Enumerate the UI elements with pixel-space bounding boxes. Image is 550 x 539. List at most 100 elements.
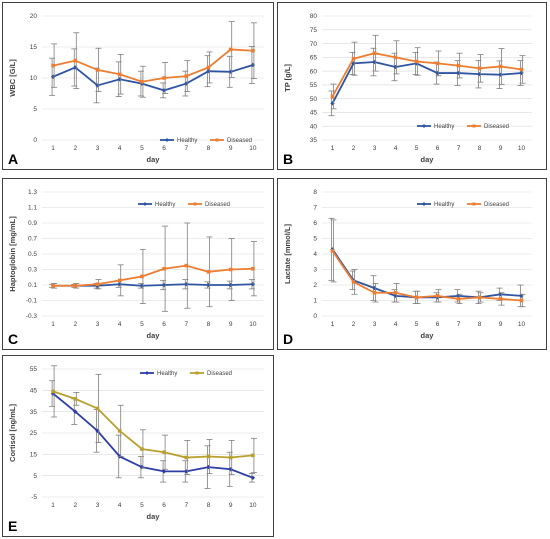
y-axis-label: Haptoglobin [mg/mL]	[8, 216, 17, 292]
panel-a: 0 5 10 15 20 1 2 3 4 5 6 7 8 9 10 day WBC [G/L] Healthy Di…	[2, 2, 274, 170]
data-point	[251, 48, 255, 53]
data-point	[251, 453, 255, 458]
series-line	[52, 392, 254, 479]
data-point	[50, 74, 56, 79]
x-tick-label: 6	[436, 145, 440, 152]
data-point	[250, 62, 256, 68]
y-tick-label: 6	[313, 220, 317, 227]
data-point	[51, 283, 55, 288]
y-tick-label: 0.9	[28, 220, 37, 227]
data-point	[162, 450, 166, 454]
data-point	[206, 282, 211, 288]
data-point	[351, 280, 356, 284]
legend-entry: Diseased	[190, 371, 232, 377]
series-line	[52, 390, 253, 459]
data-point	[456, 63, 461, 68]
x-axis-label: day	[147, 331, 161, 340]
y-tick-label: 80	[310, 13, 318, 20]
y-tick-label: 10	[30, 75, 38, 82]
y-tick-label: 8	[313, 189, 317, 196]
series-line	[331, 52, 522, 97]
panel-letter: C	[8, 331, 18, 347]
data-point	[95, 406, 100, 411]
x-tick-label: 2	[352, 145, 356, 152]
data-point	[372, 59, 377, 65]
data-point	[73, 397, 78, 401]
x-tick-label: 7	[457, 145, 461, 152]
data-point	[140, 447, 144, 451]
y-tick-label: 55	[30, 366, 38, 373]
y-tick-label: 7	[313, 205, 317, 212]
series-diseased	[51, 222, 257, 312]
y-tick-label: 20	[30, 13, 38, 20]
data-point	[117, 429, 122, 433]
legend-marker	[422, 124, 426, 128]
y-axis-label: WBC [G/L]	[8, 59, 17, 97]
x-tick-label: 5	[140, 145, 144, 152]
x-tick-label: 7	[184, 321, 188, 328]
x-tick-label: 8	[478, 145, 482, 152]
x-tick-label: 9	[229, 145, 233, 152]
x-tick-label: 5	[140, 321, 144, 328]
data-point	[519, 67, 524, 72]
data-point	[184, 455, 189, 460]
x-tick-label: 4	[118, 321, 122, 328]
y-tick-label: -5	[31, 494, 37, 501]
x-tick-label: 6	[162, 502, 166, 509]
legend-entry: Diseased	[467, 202, 509, 208]
data-point	[184, 74, 189, 78]
y-axis-label: Cortisol [ng/mL]	[8, 404, 17, 462]
data-point	[250, 475, 256, 480]
y-tick-label: 0.5	[28, 251, 37, 258]
y-tick-label: 0	[33, 137, 37, 144]
y-tick-label: 5	[33, 106, 37, 113]
data-point	[498, 64, 503, 69]
y-tick-label: 0.1	[28, 282, 37, 289]
legend-label: Healthy	[177, 138, 197, 144]
x-tick-label: 1	[51, 502, 55, 509]
panel-border	[277, 2, 547, 170]
panel-border	[277, 178, 547, 350]
data-point	[477, 295, 482, 300]
data-point	[414, 59, 419, 64]
data-point	[206, 454, 211, 459]
legend-entry: Diseased	[210, 138, 252, 144]
data-point	[95, 68, 100, 72]
legend-entry: Healthy	[417, 124, 454, 130]
data-point	[51, 389, 55, 394]
legend-label: Healthy	[434, 202, 454, 208]
legend-label: Diseased	[227, 138, 252, 144]
x-tick-label: 2	[352, 321, 356, 328]
panel-letter: B	[283, 151, 293, 167]
x-tick-label: 3	[373, 321, 377, 328]
legend-marker	[195, 371, 199, 375]
x-axis-label: day	[421, 331, 435, 340]
y-tick-label: 15	[30, 44, 38, 51]
panel-d: 0 1 2 3 4 5 6 7 8 1 2 3 4 5 6 7 8 9 10 day Lactate [mmol/L] H…	[277, 178, 547, 350]
series-line	[53, 264, 253, 287]
series-line	[52, 64, 254, 92]
x-tick-label: 7	[457, 321, 461, 328]
legend-marker	[165, 138, 169, 142]
data-point	[206, 65, 211, 70]
data-point	[330, 94, 335, 99]
data-point	[519, 70, 524, 76]
data-point	[228, 267, 233, 272]
panel-e: -5 5 15 25 35 45 55 1 2 3 4 5 6 7 8 9 10 day Cortisol [ng/…	[2, 355, 274, 537]
y-tick-label: 55	[310, 82, 318, 89]
data-point	[330, 101, 335, 106]
data-point	[498, 72, 503, 77]
data-point	[519, 298, 524, 303]
x-tick-label: 8	[478, 321, 482, 328]
x-tick-label: 3	[96, 145, 100, 152]
wbc-chart: 0 5 10 15 20 1 2 3 4 5 6 7 8 9 10 day WBC [G/L] Healthy Di…	[2, 2, 274, 170]
data-point	[251, 266, 255, 271]
y-tick-label: -0.3	[26, 313, 38, 320]
x-axis-label: day	[147, 512, 161, 521]
x-tick-label: 1	[331, 145, 335, 152]
y-tick-label: 1.1	[28, 205, 37, 212]
x-tick-label: 9	[499, 321, 503, 328]
data-point	[206, 270, 211, 274]
